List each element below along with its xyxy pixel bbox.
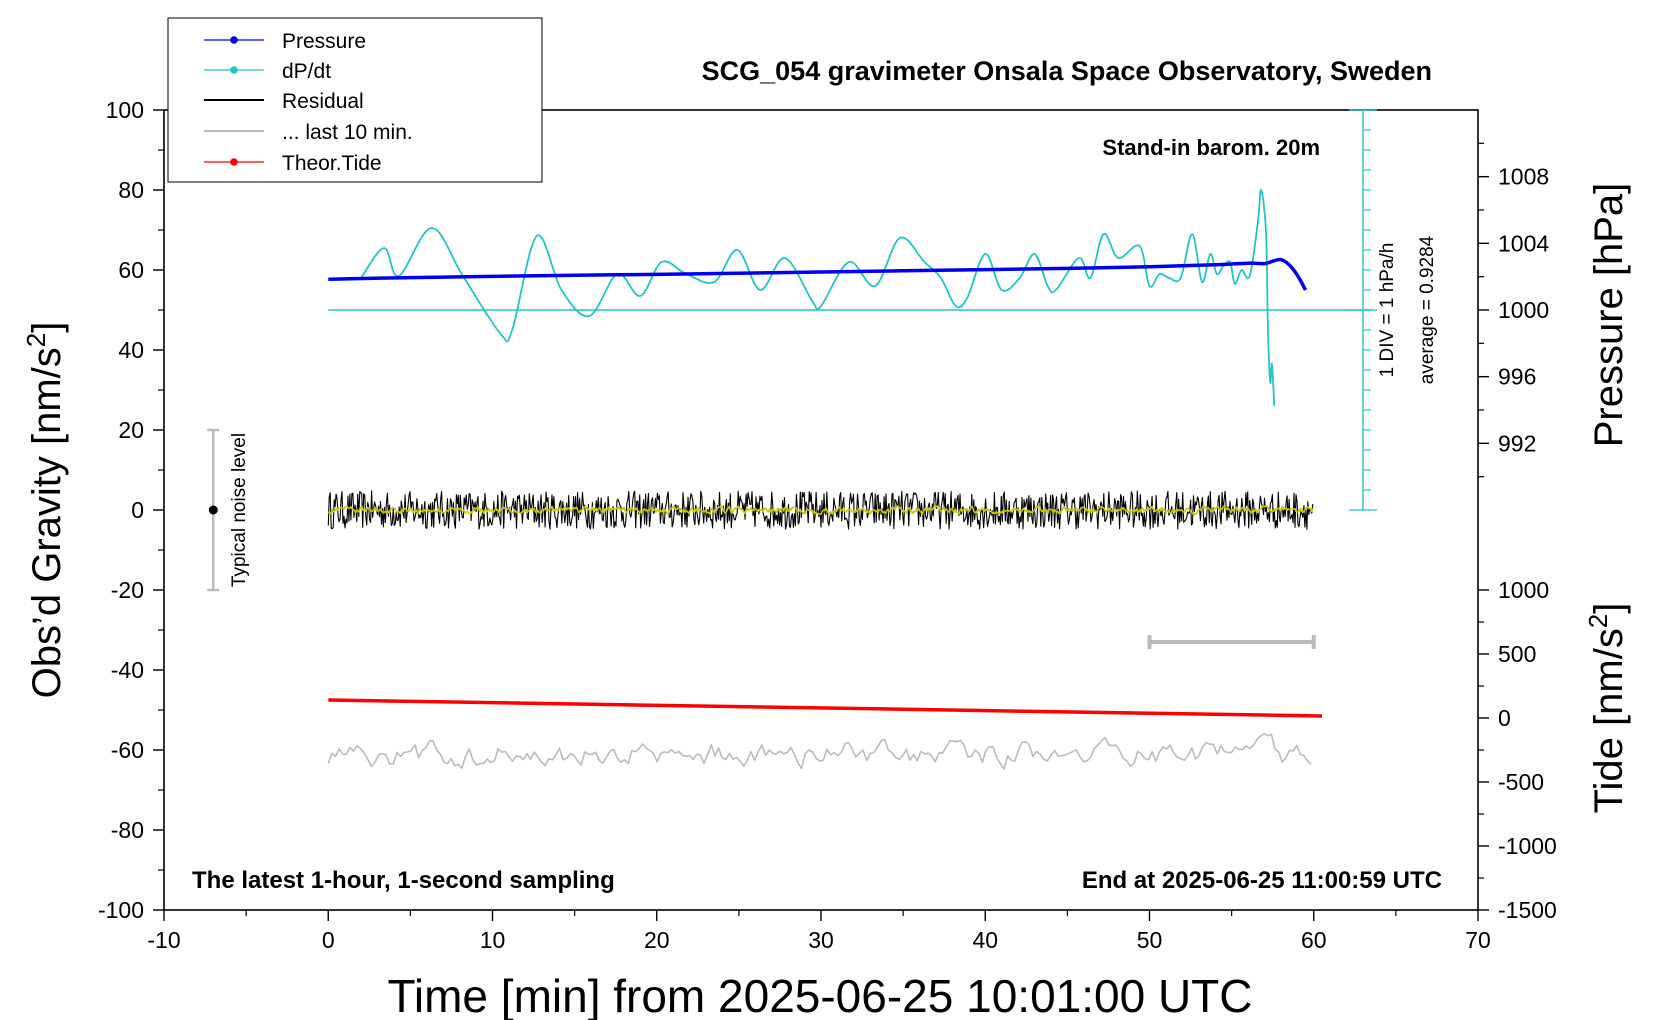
y-axis-title-left-sup: 2 [21, 333, 51, 347]
div-scale-label: 1 DIV = 1 hPa/h [1377, 243, 1398, 378]
legend-label-tide: Theor.Tide [282, 152, 382, 175]
y-tick-label: -60 [111, 737, 144, 763]
barometer-note: Stand-in barom. 20m [1102, 135, 1320, 160]
y-tick-label: -20 [111, 577, 144, 603]
legend-label-residual: Residual [282, 90, 364, 113]
legend-label-dpdt: dP/dt [282, 60, 331, 83]
pressure-tick-label: 1000 [1498, 297, 1549, 323]
x-axis-title: Time [min] from 2025-06-25 10:01:00 UTC [388, 970, 1253, 1020]
tide-tick-label: 500 [1498, 641, 1536, 667]
tide-tick-label: 0 [1498, 705, 1511, 731]
y-tick-label: 80 [118, 177, 144, 203]
y-tick-label: -100 [98, 897, 144, 923]
y-tick-label: 40 [118, 337, 144, 363]
y-tick-label: 0 [131, 497, 144, 523]
pressure-tick-label: 1004 [1498, 230, 1549, 256]
x-tick-label: 40 [972, 927, 998, 953]
series-group [327, 189, 1323, 770]
pressure-tick-label: 1008 [1498, 164, 1549, 190]
end-time-note: End at 2025-06-25 11:00:59 UTC [1082, 867, 1442, 894]
chart-title: SCG_054 gravimeter Onsala Space Observat… [702, 56, 1432, 86]
y-tick-label: -80 [111, 817, 144, 843]
y-tick-label: -40 [111, 657, 144, 683]
series-last10 [327, 733, 1312, 770]
x-tick-label: 0 [322, 927, 335, 953]
legend: Pressure dP/dt Residual ... last 10 min.… [167, 17, 543, 183]
x-tick-label: 60 [1301, 927, 1327, 953]
x-tick-label: -10 [147, 927, 180, 953]
tide-tick-label: -500 [1498, 769, 1544, 795]
x-tick-label: 70 [1465, 927, 1491, 953]
noise-bar-center [208, 505, 218, 515]
legend-label-last10: ... last 10 min. [282, 121, 413, 144]
noise-level-label: Typical noise level [229, 433, 250, 587]
y-axis-title-tide-sup: 2 [1583, 614, 1613, 628]
series-theor-tide [328, 698, 1323, 718]
series-dpdt [360, 189, 1276, 407]
x-tick-label: 50 [1137, 927, 1163, 953]
series-pressure [328, 257, 1308, 291]
tide-tick-label: 1000 [1498, 577, 1549, 603]
pressure-tick-label: 992 [1498, 430, 1536, 456]
x-tick-label: 30 [808, 927, 834, 953]
y-axis-title-tide-end: ] [1587, 603, 1631, 614]
y-tick-label: 100 [106, 97, 144, 123]
pressure-tick-label: 996 [1498, 364, 1536, 390]
legend-marker-pressure [230, 36, 238, 44]
axes-group: -10 0 10 20 30 40 50 60 70-100-80-60-40-20020406… [98, 97, 1557, 953]
tide-tick-label: -1500 [1498, 897, 1557, 923]
legend-label-pressure: Pressure [282, 30, 366, 53]
y-tick-label: 20 [118, 417, 144, 443]
y-axis-title-pressure: Pressure [hPa] [1587, 183, 1631, 448]
x-tick-label: 10 [480, 927, 506, 953]
y-tick-label: 60 [118, 257, 144, 283]
tide-tick-label: -1000 [1498, 833, 1557, 859]
sampling-note: The latest 1-hour, 1-second sampling [192, 867, 615, 894]
y-axis-title-tide-main: Tide [nm/s [1587, 628, 1631, 813]
legend-marker-tide [230, 158, 238, 166]
series-residual-smoothed [327, 504, 1314, 516]
series-residual [327, 490, 1314, 530]
y-axis-title-tide: Tide [nm/s2] [1583, 603, 1631, 814]
y-axis-title-left-main: Obs’d Gravity [nm/s [25, 347, 69, 698]
y-axis-title-left: Obs’d Gravity [nm/s2] [21, 322, 69, 699]
average-label: average = 0.9284 [1417, 235, 1438, 384]
y-axis-title-left-end: ] [25, 322, 69, 333]
legend-marker-dpdt [230, 66, 238, 74]
x-tick-label: 20 [644, 927, 670, 953]
